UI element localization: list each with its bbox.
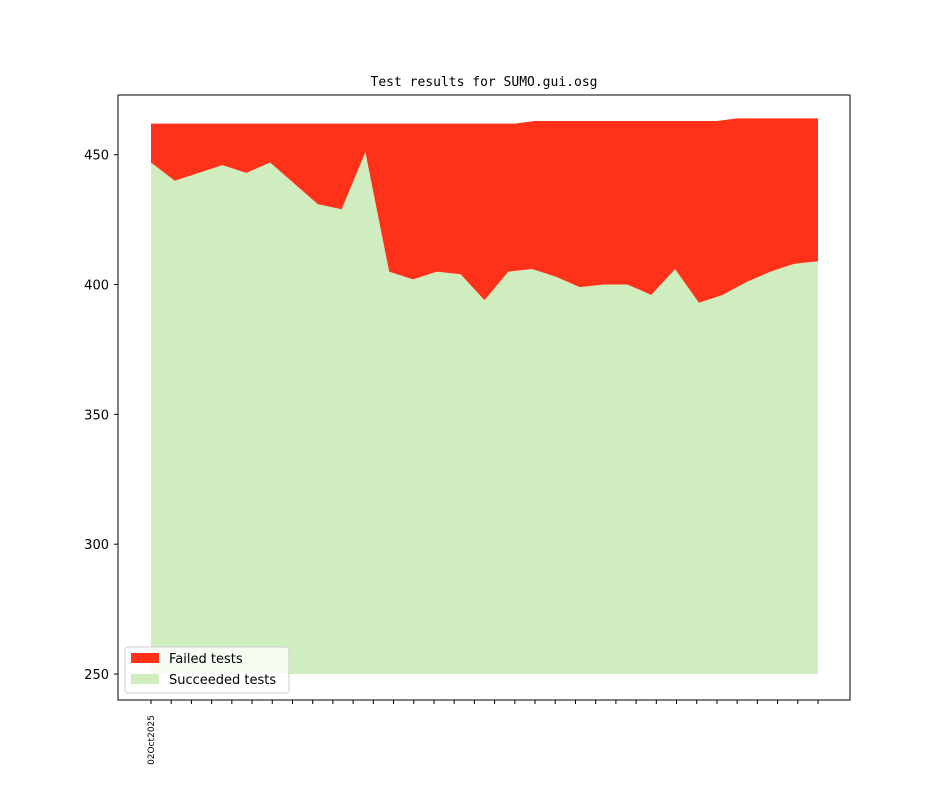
x-axis: 02Oct2025 xyxy=(147,700,819,765)
y-tick-label-2: 350 xyxy=(84,408,109,423)
plot-area xyxy=(151,118,818,675)
chart-title: Test results for SUMO.gui.osg xyxy=(371,75,598,90)
legend: Failed tests Succeeded tests xyxy=(124,646,290,694)
legend-label-1: Succeeded tests xyxy=(169,673,276,688)
legend-label-0: Failed tests xyxy=(169,652,243,667)
axes-frame xyxy=(117,94,851,701)
y-tick-label-4: 450 xyxy=(84,149,109,164)
y-tick-label-1: 300 xyxy=(84,538,109,553)
y-axis: 250 300 350 400 450 xyxy=(84,149,118,683)
legend-swatch-1 xyxy=(131,674,159,684)
legend-swatch-0 xyxy=(131,653,159,663)
legend-box xyxy=(124,646,290,694)
y-tick-label-0: 250 xyxy=(84,668,109,683)
series-area-1 xyxy=(151,152,818,675)
x-tick-label-0: 02Oct2025 xyxy=(147,715,157,765)
y-tick-label-3: 400 xyxy=(84,279,109,294)
